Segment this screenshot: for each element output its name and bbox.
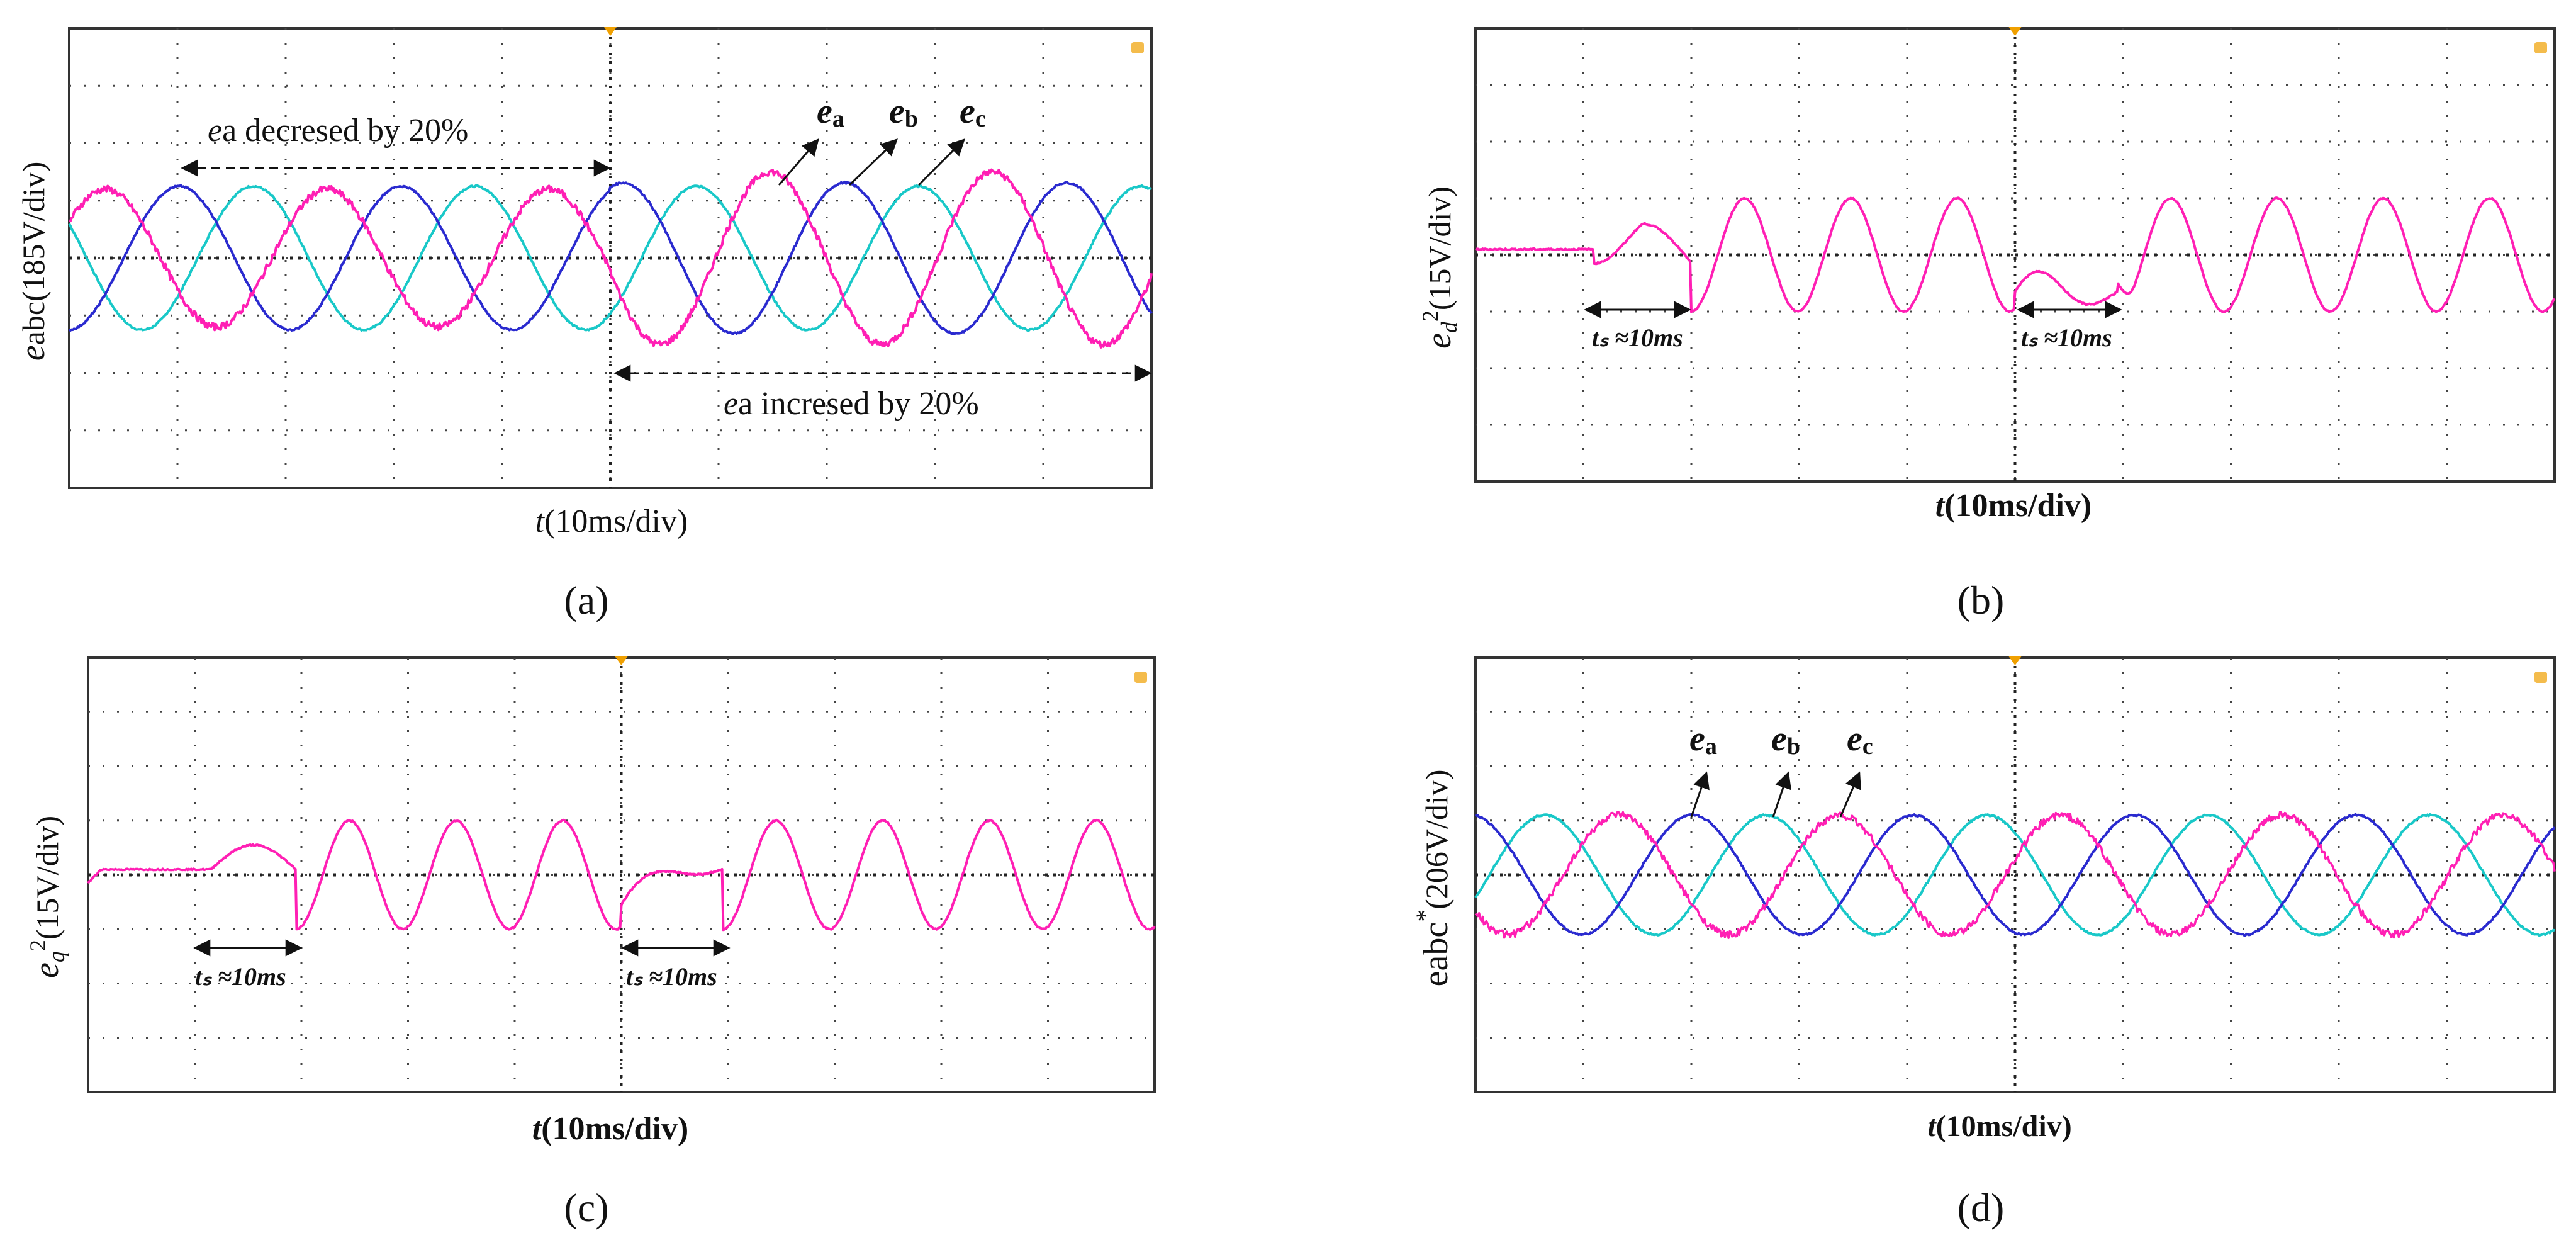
panel-b-xlabel: t(10ms/div) (1935, 488, 2092, 524)
panel-d-label-eb: eb (1771, 719, 1800, 760)
panel-c: tₛ ≈10ms tₛ ≈10ms eq2(15V/div) t(10ms/di… (25, 656, 1156, 1230)
panel-c-marker-icon (1134, 672, 1147, 683)
panel-b: tₛ ≈10ms tₛ ≈10ms ed2(15V/div) t(10ms/di… (1418, 27, 2556, 622)
panel-c-traces (87, 818, 1156, 932)
panel-b-grid (1474, 27, 2556, 483)
panel-b-ylabel: ed2(15V/div) (1418, 186, 1462, 349)
panel-a-decrease-annotation: ea decresed by 20% (208, 113, 468, 149)
panel-b-settle-label-2: tₛ ≈10ms (2021, 324, 2112, 352)
panel-b-trigger-marker (2008, 27, 2022, 36)
panel-d-marker-icon (2534, 672, 2547, 683)
panel-a-traces (68, 168, 1153, 349)
panel-d-xlabel: t(10ms/div) (1927, 1110, 2071, 1143)
panel-a-trace-ea (69, 168, 1153, 349)
panel-d-trace-eb (1474, 813, 2556, 937)
panel-c-caption: (c) (564, 1185, 608, 1230)
panel-d-ylabel: eabc*(206V/div) (1411, 770, 1455, 987)
panel-a-pointer-ec (917, 138, 965, 186)
panel-d-trace-ec (1474, 813, 2555, 937)
panel-a-label-ec: ec (960, 92, 986, 132)
panel-c-xlabel: t(10ms/div) (532, 1111, 688, 1147)
panel-c-trigger-marker (615, 656, 628, 665)
panel-d-pointer-ea (1690, 771, 1710, 818)
panel-a-xlabel: t(10ms/div) (535, 504, 688, 539)
panel-a-marker-icon (1131, 42, 1144, 53)
panel-c-ylabel: eq2(15V/div) (25, 816, 69, 978)
panel-c-settle-label-2: tₛ ≈10ms (626, 962, 717, 991)
panel-a-grid (68, 27, 1153, 489)
panel-a-ylabel: eabc(185V/div) (13, 162, 52, 361)
panel-a-label-ea: ea (817, 92, 844, 132)
panel-b-trace-ed2 (1475, 196, 2556, 313)
panel-a-increase-annotation: ea incresed by 20% (724, 386, 979, 422)
panel-c-trace-eq2 (87, 818, 1156, 932)
panel-b-marker-icon (2534, 42, 2547, 53)
panel-a-label-eb: eb (889, 92, 918, 132)
panel-c-grid (87, 656, 1156, 1093)
panel-a-trace-ec (68, 184, 1152, 332)
panel-b-caption: (b) (1957, 578, 2005, 622)
panel-a-caption: (a) (564, 578, 608, 622)
panel-b-traces (1475, 196, 2556, 313)
panel-d: ea eb ec eabc*(206V/div) t(10ms/div) (d) (1411, 656, 2556, 1230)
panel-d-label-ec: ec (1847, 719, 1873, 760)
panel-a: ea decresed by 20% ea incresed by 20% ea… (13, 27, 1153, 622)
panel-b-settle-label-1: tₛ ≈10ms (1592, 324, 1683, 352)
panel-d-trigger-marker (2008, 656, 2022, 665)
panel-d-caption: (d) (1957, 1185, 2005, 1230)
panel-d-pointer-eb (1772, 771, 1791, 818)
panel-d-label-ea: ea (1689, 719, 1717, 760)
panel-d-pointer-ec (1839, 771, 1861, 818)
panel-d-trace-ea (1474, 811, 2556, 940)
panel-a-trace-eb (68, 181, 1153, 335)
panel-a-pointer-eb (848, 138, 898, 186)
panel-c-settle-label-1: tₛ ≈10ms (195, 962, 286, 991)
panel-a-pointer-ea (778, 138, 819, 186)
panel-d-traces (1474, 811, 2556, 940)
panel-a-trigger-marker (604, 27, 617, 36)
